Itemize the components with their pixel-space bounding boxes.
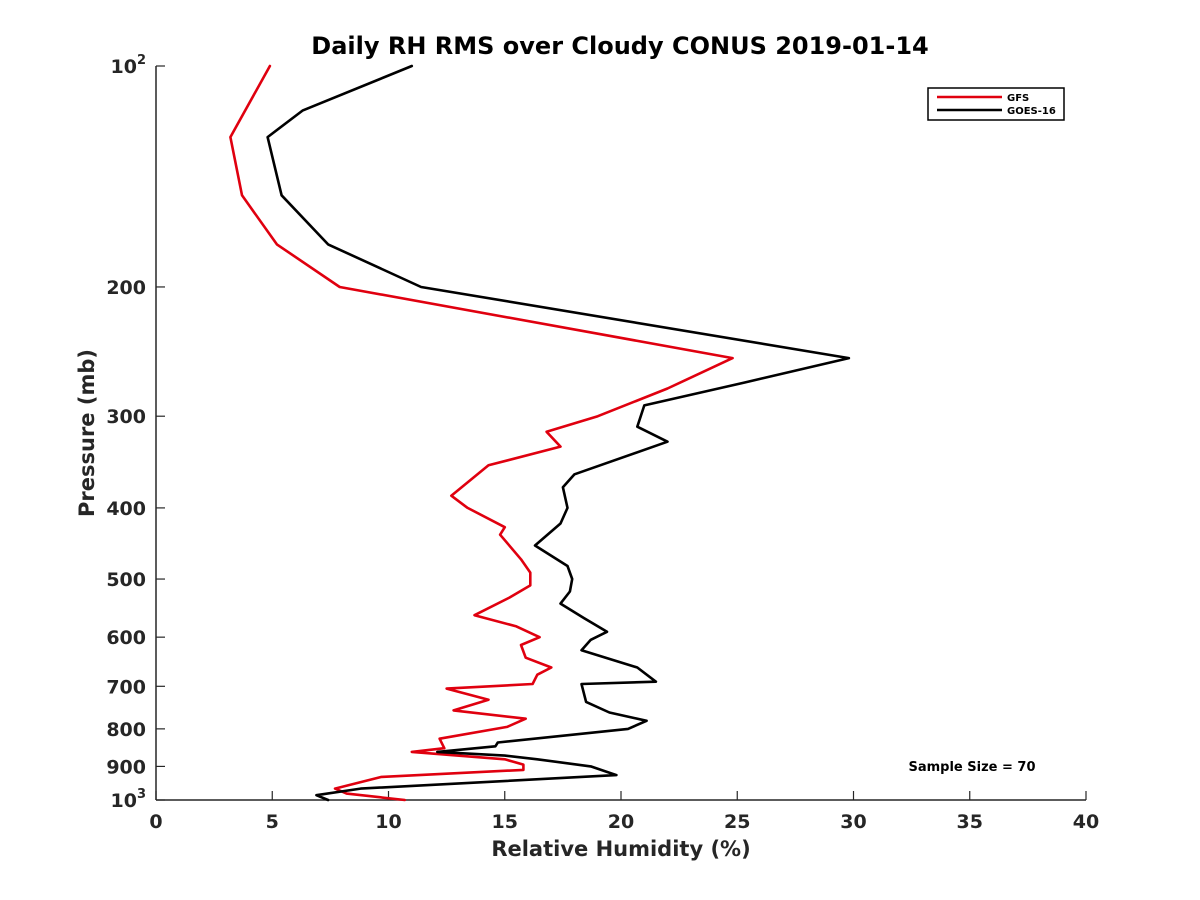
legend-box xyxy=(927,87,1065,121)
y-tick-label: 900 xyxy=(106,756,146,778)
legend-label-gfs: GFS xyxy=(1007,93,1029,104)
x-tick-label: 20 xyxy=(608,811,634,833)
series-line-goes16 xyxy=(266,64,851,802)
y-tick-label: 200 xyxy=(106,277,146,299)
x-tick-label: 5 xyxy=(266,811,279,833)
y-tick-label: 102 xyxy=(111,53,147,78)
y-tick-label: 600 xyxy=(106,627,146,649)
y-tick-label: 400 xyxy=(106,498,146,520)
plot-area: 0 5 10 15 20 25 30 35 40 102 200 300 400 500 600 700 80… xyxy=(106,53,1099,833)
x-tick-label: 35 xyxy=(957,811,983,833)
x-tick-label: 40 xyxy=(1073,811,1099,833)
y-axis-label: Pressure (mb) xyxy=(75,349,99,517)
series-lines xyxy=(229,64,851,802)
chart-title: Daily RH RMS over Cloudy CONUS 2019-01-1… xyxy=(311,32,928,60)
x-tick-label: 30 xyxy=(840,811,866,833)
y-tick-label: 500 xyxy=(106,569,146,591)
x-tick-label: 0 xyxy=(149,811,162,833)
x-tick-label: 10 xyxy=(375,811,401,833)
x-ticks: 0 5 10 15 20 25 30 35 40 xyxy=(149,791,1099,833)
series-line-gfs xyxy=(229,64,734,802)
x-tick-label: 25 xyxy=(724,811,750,833)
legend: GFS GOES-16 xyxy=(927,87,1065,121)
x-tick-label: 15 xyxy=(492,811,518,833)
y-ticks: 102 200 300 400 500 600 700 800 900 103 xyxy=(106,53,165,812)
y-tick-label: 700 xyxy=(106,676,146,698)
sample-size-annotation: Sample Size = 70 xyxy=(908,760,1035,775)
x-axis-label: Relative Humidity (%) xyxy=(491,837,750,861)
legend-label-goes16: GOES-16 xyxy=(1007,106,1056,117)
y-tick-label: 800 xyxy=(106,719,146,741)
y-tick-label: 300 xyxy=(106,406,146,428)
y-tick-label: 103 xyxy=(111,787,147,812)
